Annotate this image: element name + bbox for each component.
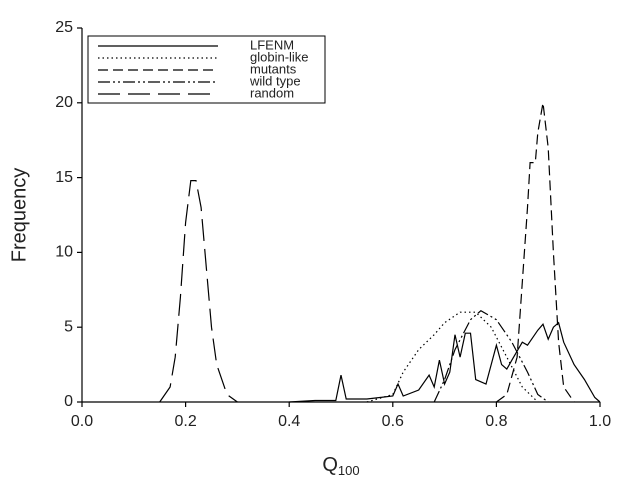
legend-label: random — [250, 85, 294, 100]
y-tick-label: 10 — [55, 244, 73, 261]
series-line — [496, 102, 575, 403]
x-tick-label: 0.0 — [71, 413, 93, 430]
legend-label: LFENM — [250, 37, 294, 52]
series-line — [366, 311, 539, 403]
series-line — [289, 321, 601, 403]
legend-label: globin-like — [250, 49, 309, 64]
legend-label: mutants — [250, 61, 297, 76]
y-tick-label: 15 — [55, 169, 73, 186]
x-tick-label: 0.2 — [174, 413, 196, 430]
y-tick-label: 5 — [64, 318, 73, 335]
x-tick-label: 1.0 — [589, 413, 611, 430]
legend-label: wild type — [249, 73, 301, 88]
x-axis-label: Q100 — [322, 454, 359, 478]
x-axis-label-main: Q — [322, 454, 338, 476]
x-tick-label: 0.8 — [485, 413, 507, 430]
x-axis-label-sub: 100 — [338, 463, 360, 478]
series-line — [159, 180, 238, 403]
x-tick-label: 0.4 — [278, 413, 300, 430]
y-axis-label: Frequency — [8, 168, 30, 263]
y-tick-label: 0 — [64, 393, 73, 410]
x-tick-label: 0.6 — [382, 413, 404, 430]
y-tick-label: 20 — [55, 94, 73, 111]
series-line — [433, 309, 549, 403]
y-tick-label: 25 — [55, 19, 73, 36]
